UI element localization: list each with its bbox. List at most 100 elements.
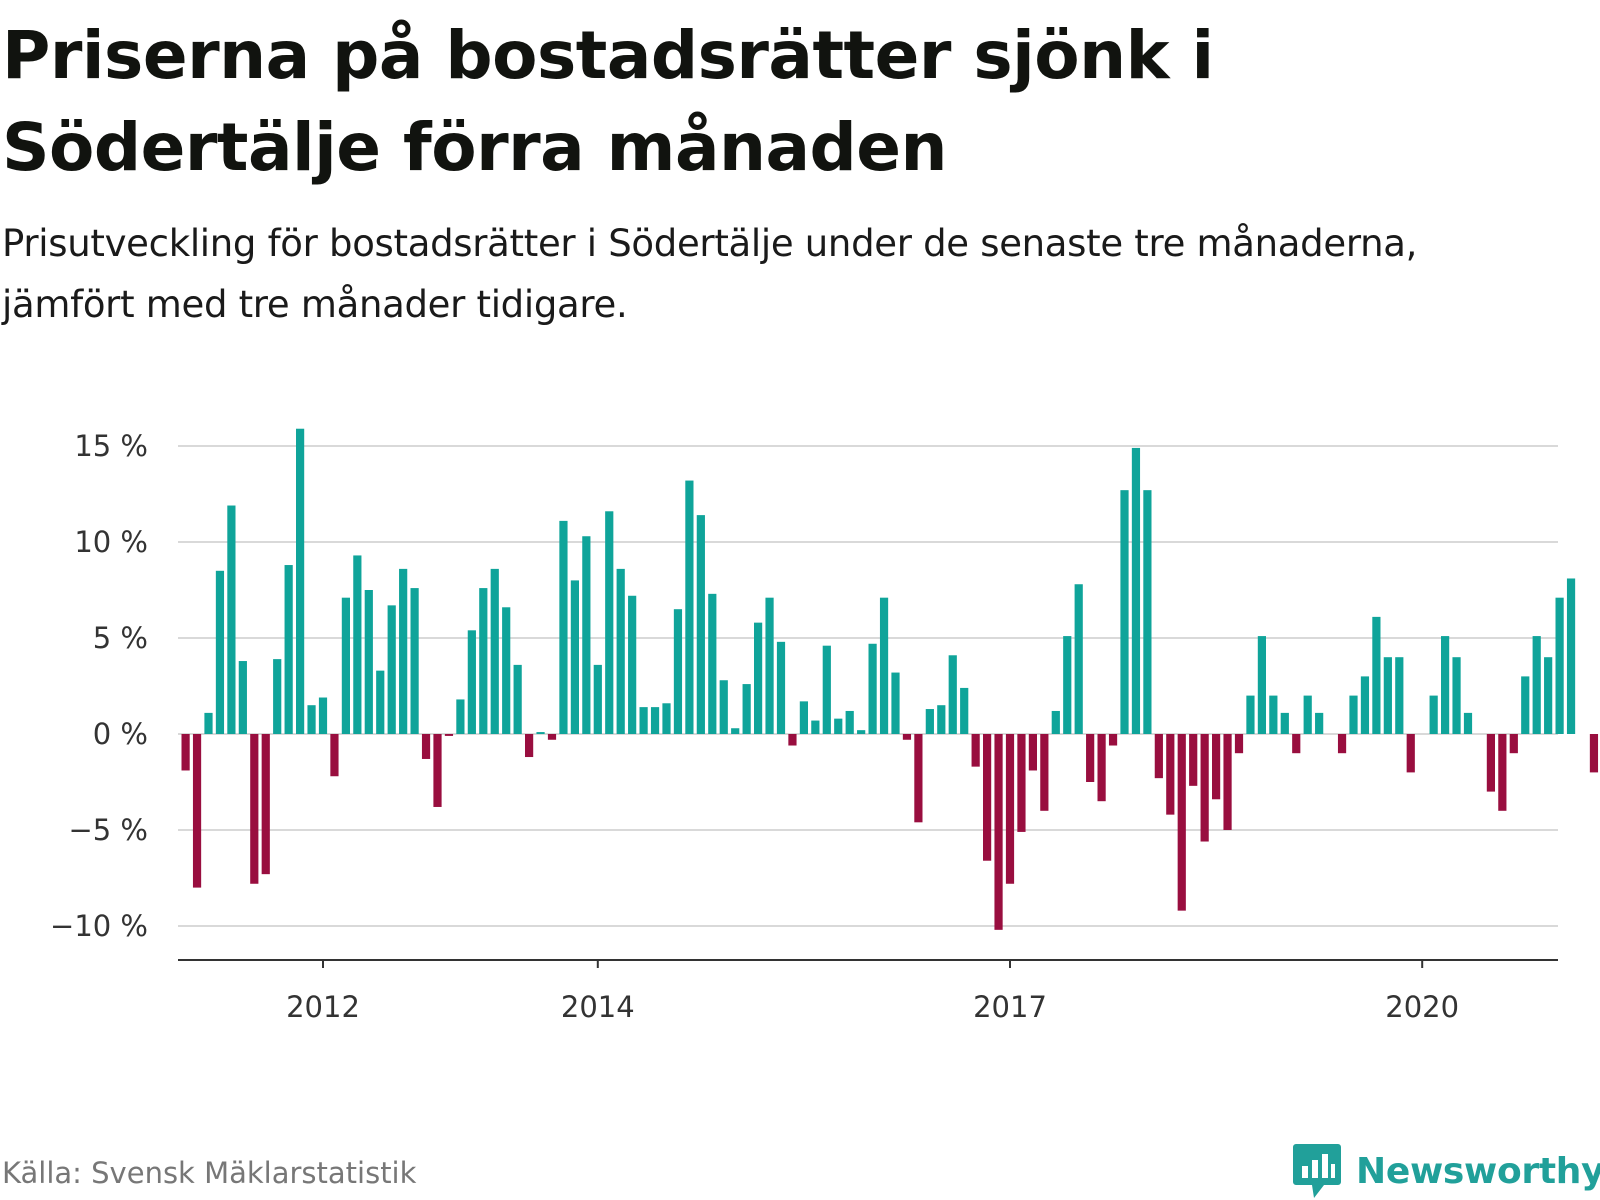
bar [1372, 616, 1381, 734]
bar [513, 664, 522, 734]
bar [353, 555, 362, 734]
bar [765, 597, 774, 734]
bar [605, 511, 614, 734]
bar [227, 505, 236, 734]
bar [1040, 734, 1049, 811]
bar [490, 568, 499, 734]
bar [914, 734, 923, 823]
chart-title: Priserna på bostadsrätter sjönk i Södert… [2, 17, 1214, 186]
y-tick-label: −5 % [68, 813, 148, 847]
bar [261, 734, 270, 875]
bar [421, 734, 431, 759]
bar [673, 609, 683, 734]
bar [616, 568, 625, 734]
bar [330, 734, 339, 777]
bar [811, 720, 820, 734]
bar [868, 643, 877, 734]
bar [822, 645, 831, 734]
bar [479, 588, 488, 734]
y-axis-ticks: 15 % 10 % 5 % 0 % −5 % −10 % [50, 429, 148, 943]
bar [376, 670, 385, 734]
bar [1349, 695, 1358, 734]
bar [994, 734, 1003, 930]
bar [1452, 657, 1461, 734]
bar [937, 705, 946, 734]
bar [1383, 657, 1392, 734]
y-tick-label: 10 % [74, 525, 148, 559]
bar [776, 641, 786, 734]
bar [1051, 710, 1060, 734]
bar [1521, 676, 1530, 734]
chart-subtitle: Prisutveckling för bostadsrätter i Söder… [2, 222, 1418, 326]
bar [1200, 734, 1209, 842]
bar [1589, 734, 1599, 773]
bar [1555, 597, 1564, 734]
bar [1074, 584, 1083, 734]
bar [971, 734, 980, 767]
bar [1246, 695, 1255, 734]
x-tick-label: 2020 [1385, 990, 1459, 1024]
bar [387, 605, 396, 734]
bar [1544, 657, 1553, 734]
bar [902, 734, 912, 740]
bar [891, 672, 900, 734]
bar [1315, 712, 1324, 734]
bar [1143, 490, 1152, 734]
bar [650, 707, 660, 734]
bar [502, 607, 511, 734]
bar [456, 699, 465, 734]
bar [204, 712, 213, 734]
y-tick-label: 0 % [93, 717, 148, 751]
bar [788, 734, 797, 746]
bar [1486, 734, 1495, 792]
newsworthy-logo-icon [1293, 1144, 1341, 1198]
bar [250, 734, 259, 884]
newsworthy-logo: Newsworthy [1292, 1142, 1600, 1200]
bar [731, 728, 740, 734]
bars [181, 428, 1599, 930]
bar [960, 687, 969, 734]
bar [1406, 734, 1415, 773]
bar [1429, 695, 1438, 734]
bar [341, 597, 350, 734]
bar [582, 536, 591, 734]
bar [799, 701, 808, 734]
bar [307, 705, 316, 734]
bar [570, 580, 579, 734]
y-tick-label: −10 % [50, 909, 148, 943]
bar [1532, 636, 1541, 734]
bar [1212, 734, 1221, 800]
bar [1166, 734, 1175, 815]
bar [364, 590, 373, 734]
bar [525, 734, 534, 758]
bar [628, 595, 637, 734]
bar [925, 709, 934, 734]
source-note: Källa: Svensk Mäklarstatistik [2, 1156, 417, 1190]
bar [1063, 636, 1072, 734]
bar [559, 520, 568, 734]
bar [1257, 636, 1266, 734]
bar [1108, 734, 1118, 746]
bar [1223, 734, 1232, 830]
bar [1509, 734, 1518, 754]
bar [708, 593, 717, 734]
bar [399, 568, 408, 734]
bar [410, 588, 419, 734]
bar [1566, 578, 1576, 734]
bar [1234, 734, 1244, 754]
bar [1131, 447, 1141, 734]
bar [1269, 695, 1278, 734]
bar-chart: 15 % 10 % 5 % 0 % −5 % −10 % 2012 2014 2017 2020… [50, 428, 1599, 1024]
x-tick-label: 2017 [973, 990, 1047, 1024]
bar [879, 597, 889, 734]
bar [181, 734, 190, 771]
bar [719, 680, 728, 734]
x-tick-label: 2012 [286, 990, 360, 1024]
bar [284, 565, 293, 734]
bar [1395, 657, 1404, 734]
y-tick-label: 15 % [74, 429, 148, 463]
bar [1441, 636, 1450, 734]
bar [1120, 490, 1129, 734]
bar [983, 734, 992, 861]
y-tick-label: 5 % [93, 621, 148, 655]
